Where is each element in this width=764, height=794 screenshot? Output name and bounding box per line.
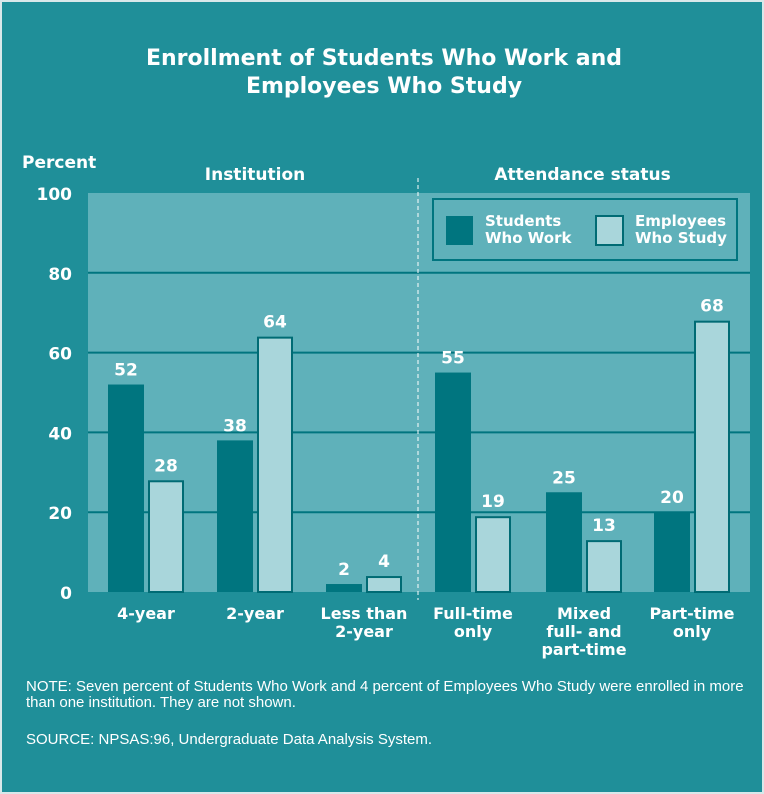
data-label-students-who-work: 25 bbox=[552, 468, 576, 488]
x-tick-label: 4-year bbox=[117, 604, 175, 623]
legend-swatch-employees-who-study bbox=[595, 215, 624, 246]
group-label: Attendance status bbox=[494, 165, 670, 185]
bar-employees-who-study bbox=[366, 576, 402, 593]
x-tick-label: Mixed bbox=[557, 604, 611, 623]
bar-chart: 0 20 40 60 80 100 Percent Institution Attendance… bbox=[22, 153, 750, 659]
data-label-students-who-work: 2 bbox=[338, 560, 350, 580]
y-tick-label: 80 bbox=[48, 265, 72, 285]
data-label-employees-who-study: 4 bbox=[378, 552, 390, 572]
x-tick-label: 2-year bbox=[226, 604, 284, 623]
y-tick-label: 0 bbox=[60, 584, 72, 604]
data-label-employees-who-study: 28 bbox=[154, 456, 178, 476]
legend-label-students-who-work: Who Work bbox=[485, 229, 572, 247]
bar-employees-who-study bbox=[586, 540, 622, 594]
group-label: Institution bbox=[205, 165, 305, 185]
chart-note: NOTE: Seven percent of Students Who Work… bbox=[26, 678, 744, 711]
x-tick-label: 2-year bbox=[335, 622, 393, 641]
bar-employees-who-study bbox=[475, 516, 511, 593]
x-tick-label: Less than bbox=[321, 604, 408, 623]
y-tick-label: 60 bbox=[48, 345, 72, 365]
data-label-students-who-work: 20 bbox=[660, 488, 684, 508]
y-tick-label: 100 bbox=[37, 185, 73, 205]
x-tick-label: Full-time bbox=[433, 604, 513, 623]
x-tick-label: part-time bbox=[541, 640, 626, 659]
legend-box bbox=[432, 198, 738, 261]
x-tick-label: Part-time bbox=[650, 604, 735, 623]
legend-swatch-students-who-work bbox=[446, 216, 473, 245]
data-label-students-who-work: 55 bbox=[441, 349, 465, 369]
bar-students-who-work bbox=[217, 440, 253, 592]
data-label-students-who-work: 52 bbox=[114, 361, 138, 381]
bar-students-who-work bbox=[654, 512, 690, 592]
x-tick-label: only bbox=[454, 622, 493, 641]
bar-students-who-work bbox=[546, 492, 582, 592]
chart-source: SOURCE: NPSAS:96, Undergraduate Data Ana… bbox=[26, 731, 433, 748]
bar-employees-who-study bbox=[257, 336, 293, 594]
plot-area bbox=[88, 193, 750, 592]
data-label-employees-who-study: 64 bbox=[263, 313, 287, 333]
bar-students-who-work bbox=[108, 384, 144, 592]
bar-students-who-work bbox=[326, 584, 362, 592]
data-label-employees-who-study: 13 bbox=[592, 516, 616, 536]
x-tick-label: full- and bbox=[546, 622, 621, 641]
legend-label-students-who-work: Students bbox=[485, 212, 561, 230]
data-label-employees-who-study: 19 bbox=[481, 492, 505, 512]
y-tick-label: 20 bbox=[48, 504, 72, 524]
legend-label-employees-who-study: Employees bbox=[635, 212, 726, 230]
chart-title-line-1: Enrollment of Students Who Work and bbox=[145, 46, 623, 71]
y-axis-label: Percent bbox=[22, 153, 96, 173]
bar-employees-who-study bbox=[148, 480, 184, 593]
bar-students-who-work bbox=[435, 372, 471, 592]
legend-label-employees-who-study: Who Study bbox=[635, 229, 727, 247]
x-tick-label: only bbox=[673, 622, 712, 641]
bar-employees-who-study bbox=[694, 320, 730, 593]
data-label-students-who-work: 38 bbox=[223, 416, 247, 436]
chart-title-line-2: Employees Who Study bbox=[245, 74, 523, 99]
y-tick-label: 40 bbox=[48, 424, 72, 444]
data-label-employees-who-study: 68 bbox=[700, 297, 724, 317]
